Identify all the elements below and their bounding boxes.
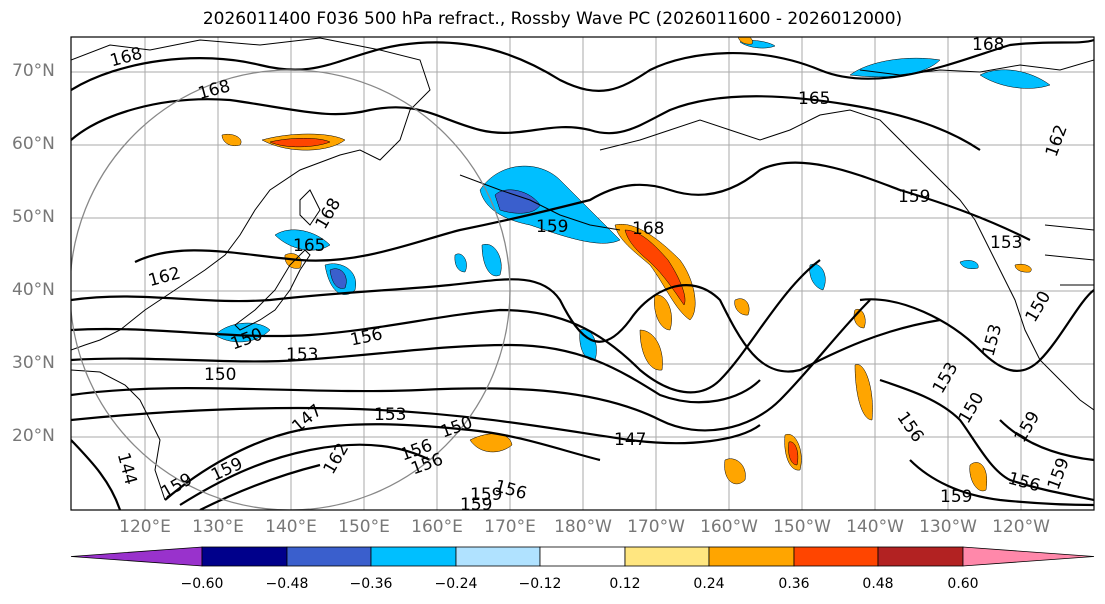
colorbar-segment xyxy=(877,546,964,567)
colorbar-tick: −0.48 xyxy=(265,576,309,592)
colorbar-tick: 0.48 xyxy=(862,576,894,592)
lon-label: 140°E xyxy=(265,517,317,537)
colorbar-segment xyxy=(201,546,288,567)
lon-label: 140°W xyxy=(846,517,904,537)
lon-label: 130°W xyxy=(919,517,977,537)
negative-shading xyxy=(214,40,1051,361)
colorbar-tick: −0.12 xyxy=(518,576,562,592)
colorbar-segment xyxy=(793,546,879,567)
lat-label: 50°N xyxy=(12,207,55,227)
colorbar-tick: 0.12 xyxy=(609,576,641,592)
lon-label: 180°W xyxy=(554,517,612,537)
colorbar-segment xyxy=(962,546,1095,567)
contour-label: 150 xyxy=(204,365,236,385)
contour-label: 153 xyxy=(286,345,318,365)
colorbar-segment xyxy=(539,546,626,567)
lon-label: 130°E xyxy=(192,517,244,537)
lon-label: 170°E xyxy=(484,517,536,537)
colorbar-tick: 0.24 xyxy=(693,576,725,592)
lat-label: 20°N xyxy=(12,426,55,446)
colorbar-tick: −0.60 xyxy=(180,576,224,592)
colorbar-segment xyxy=(455,546,541,567)
lat-label: 30°N xyxy=(12,353,55,373)
lon-label: 160°E xyxy=(411,517,463,537)
colorbar-segment xyxy=(624,546,710,567)
lon-label: 170°W xyxy=(627,517,685,537)
colorbar-tick: 0.60 xyxy=(947,576,979,592)
lon-label: 120°W xyxy=(992,517,1050,537)
coastlines xyxy=(71,37,1094,501)
contour-label: 159 xyxy=(536,217,568,237)
contour-label: 165 xyxy=(798,89,830,109)
contour-label: 153 xyxy=(990,233,1022,253)
map-title: 2026011400 F036 500 hPa refract., Rossby… xyxy=(202,9,903,29)
contour-label: 147 xyxy=(614,430,646,450)
lat-label: 40°N xyxy=(12,280,55,300)
contour-label: 168 xyxy=(632,219,664,239)
colorbar xyxy=(70,546,1095,567)
lat-label: 60°N xyxy=(12,134,55,154)
lon-label: 150°E xyxy=(338,517,390,537)
colorbar-segment xyxy=(708,546,795,567)
colorbar-segment xyxy=(70,546,203,567)
contour-label: 159 xyxy=(460,495,492,515)
lon-label: 120°E xyxy=(119,517,171,537)
positive-shading xyxy=(221,37,1032,492)
contour-label: 168 xyxy=(972,35,1004,55)
colorbar-segment xyxy=(370,546,457,567)
contour-label: 159 xyxy=(898,187,930,207)
contour-label: 153 xyxy=(374,405,406,425)
highlight-circle xyxy=(71,69,511,510)
contour-label: 159 xyxy=(470,485,502,505)
contour-label: 159 xyxy=(940,487,972,507)
colorbar-tick: −0.36 xyxy=(349,576,393,592)
lon-label: 160°W xyxy=(700,517,758,537)
map-frame xyxy=(70,36,1095,511)
lat-label: 70°N xyxy=(12,61,55,81)
colorbar-tick: 0.36 xyxy=(778,576,810,592)
colorbar-tick: −0.24 xyxy=(434,576,478,592)
refractivity-contours xyxy=(71,38,1094,510)
map-panel: 168 168 168 165 162 159 168 159 165 168 … xyxy=(71,35,1094,515)
colorbar-segment xyxy=(286,546,372,567)
lon-label: 150°W xyxy=(773,517,831,537)
contour-label: 165 xyxy=(293,236,325,256)
